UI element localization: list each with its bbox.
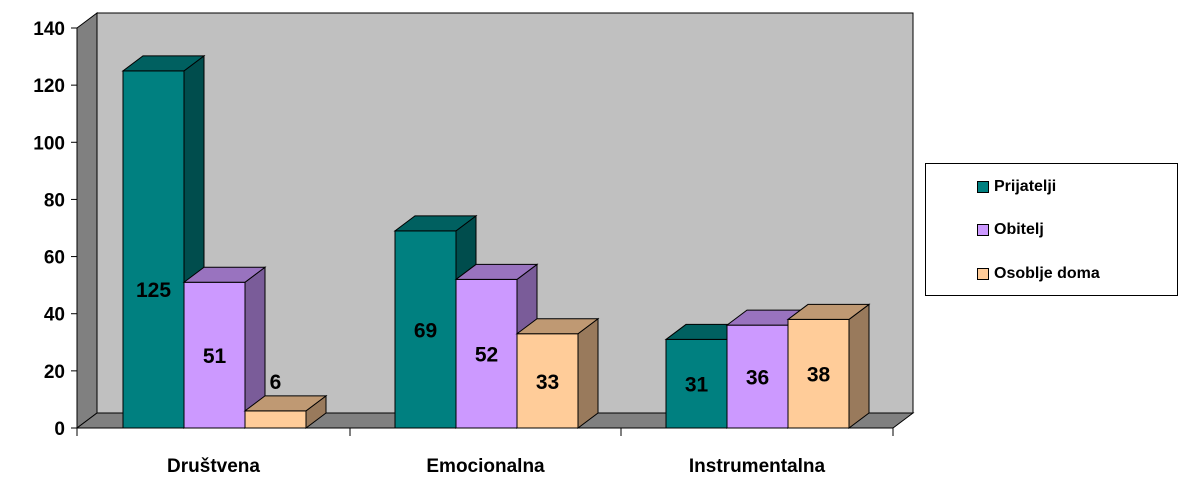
bar-top bbox=[243, 395, 328, 412]
category-label: Društvena bbox=[167, 456, 260, 477]
bar-front bbox=[244, 410, 307, 429]
y-tick-label: 0 bbox=[54, 419, 65, 440]
bar-front bbox=[665, 338, 728, 429]
legend-swatch bbox=[977, 268, 989, 280]
y-tick-label: 20 bbox=[44, 362, 65, 383]
bar-front bbox=[516, 333, 579, 429]
data-label: 69 bbox=[414, 319, 437, 342]
legend-item: Obitelj bbox=[977, 219, 1044, 241]
bar-front bbox=[394, 230, 457, 429]
bar-top bbox=[515, 318, 600, 335]
legend-swatch bbox=[977, 224, 989, 236]
data-label: 51 bbox=[203, 345, 227, 368]
bar-front bbox=[726, 324, 789, 429]
data-label: 38 bbox=[807, 364, 831, 387]
data-label: 125 bbox=[136, 279, 171, 302]
bar-top bbox=[121, 55, 206, 72]
legend-label: Obitelj bbox=[994, 221, 1044, 238]
bar-top bbox=[454, 263, 539, 280]
legend-item: Prijatelji bbox=[977, 176, 1056, 198]
bar-side bbox=[848, 303, 870, 429]
side-wall bbox=[76, 12, 98, 429]
bar-top bbox=[182, 266, 267, 283]
chart-legend: Prijatelji Obitelj Osoblje doma bbox=[925, 163, 1178, 296]
y-tick-label: 60 bbox=[44, 248, 65, 269]
bar-front bbox=[122, 70, 185, 429]
bar-top bbox=[393, 215, 478, 232]
y-tick-label: 80 bbox=[44, 190, 65, 211]
legend-swatch bbox=[977, 181, 989, 193]
y-tick-label: 120 bbox=[33, 76, 65, 97]
legend-label: Osoblje doma bbox=[994, 265, 1100, 282]
bar-front bbox=[787, 318, 850, 429]
bar-front bbox=[455, 278, 518, 429]
category-label: Emocionalna bbox=[426, 456, 545, 477]
y-tick-label: 40 bbox=[44, 305, 65, 326]
bar-front bbox=[183, 281, 246, 429]
legend-label: Prijatelji bbox=[994, 178, 1057, 195]
data-label: 36 bbox=[746, 367, 769, 390]
bar-top bbox=[786, 303, 871, 320]
category-label: Instrumentalna bbox=[689, 456, 826, 477]
y-tick-label: 100 bbox=[33, 133, 65, 154]
legend-item: Osoblje doma bbox=[977, 263, 1100, 285]
data-label: 33 bbox=[536, 371, 559, 394]
data-label: 52 bbox=[475, 344, 498, 367]
data-label: 6 bbox=[270, 371, 282, 394]
bar-side bbox=[577, 317, 599, 429]
y-tick-label: 140 bbox=[33, 19, 65, 40]
data-label: 31 bbox=[685, 374, 709, 397]
